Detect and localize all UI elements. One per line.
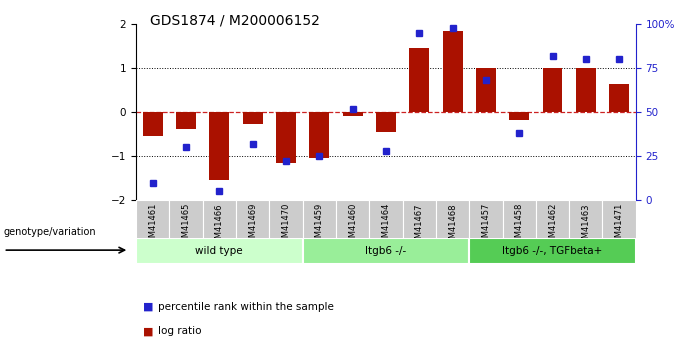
Text: GSM41460: GSM41460 (348, 203, 357, 248)
Bar (543, 68, 562, 112)
Bar (376, 112, 396, 132)
Text: ■: ■ (143, 302, 153, 312)
Bar (609, 83, 629, 112)
Text: GSM41466: GSM41466 (215, 203, 224, 249)
Bar (309, 112, 329, 158)
Text: GSM41465: GSM41465 (182, 203, 190, 248)
Text: GSM41471: GSM41471 (615, 203, 624, 248)
Text: wild type: wild type (195, 246, 243, 256)
Bar (503, 200, 536, 260)
Text: GSM41468: GSM41468 (448, 203, 457, 249)
Text: GSM41464: GSM41464 (381, 203, 390, 248)
Bar (176, 112, 196, 129)
Text: Itgb6 -/-, TGFbeta+: Itgb6 -/-, TGFbeta+ (503, 246, 602, 256)
Bar (509, 112, 529, 120)
Bar (303, 238, 469, 264)
Text: GSM41463: GSM41463 (581, 203, 590, 249)
Bar (576, 68, 596, 112)
Bar (276, 112, 296, 163)
Text: GSM41469: GSM41469 (248, 203, 257, 248)
Bar (469, 238, 636, 264)
Bar (243, 112, 262, 125)
Bar (343, 112, 362, 116)
Text: GSM41459: GSM41459 (315, 203, 324, 248)
Bar (436, 200, 469, 260)
Text: GSM41470: GSM41470 (282, 203, 290, 248)
Bar (236, 200, 269, 260)
Bar (136, 238, 303, 264)
Text: Itgb6 -/-: Itgb6 -/- (365, 246, 407, 256)
Bar (536, 200, 569, 260)
Bar (209, 112, 229, 180)
Bar (303, 200, 336, 260)
Text: GSM41461: GSM41461 (148, 203, 157, 248)
Bar (203, 200, 236, 260)
Bar (369, 200, 403, 260)
Text: log ratio: log ratio (158, 326, 201, 336)
Bar (569, 200, 602, 260)
Bar (403, 200, 436, 260)
Bar (469, 200, 503, 260)
Bar (136, 200, 169, 260)
Bar (169, 200, 203, 260)
Bar (443, 31, 462, 112)
Bar (476, 68, 496, 112)
Bar (409, 48, 429, 112)
Bar (602, 200, 636, 260)
Bar (336, 200, 369, 260)
Text: GSM41457: GSM41457 (481, 203, 490, 248)
Bar (143, 112, 163, 136)
Text: GSM41462: GSM41462 (548, 203, 557, 248)
Text: genotype/variation: genotype/variation (3, 227, 96, 237)
Text: GSM41467: GSM41467 (415, 203, 424, 249)
Bar (269, 200, 303, 260)
Text: GSM41458: GSM41458 (515, 203, 524, 248)
Text: ■: ■ (143, 326, 153, 336)
Text: GDS1874 / M200006152: GDS1874 / M200006152 (150, 14, 320, 28)
Text: percentile rank within the sample: percentile rank within the sample (158, 302, 334, 312)
